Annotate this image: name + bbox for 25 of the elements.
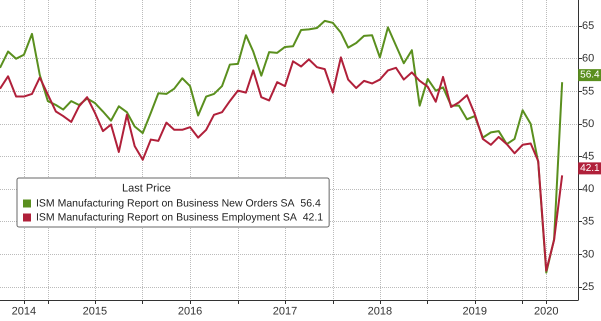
y-tick-label: 35 [582, 216, 594, 228]
legend-label: ISM Manufacturing Report on Business Employment SA [36, 212, 297, 224]
x-tick-label: 2017 [272, 306, 298, 318]
x-tick-label: 2019 [462, 306, 488, 318]
y-tick-label: 45 [582, 150, 594, 163]
y-tick-label: 60 [582, 52, 594, 65]
x-tick-label: 2015 [82, 306, 108, 318]
text: 56.4 [300, 198, 321, 210]
legend-label: ISM Manufacturing Report on Business New Orders SA [36, 198, 295, 210]
x-tick-label: 2014 [12, 306, 36, 318]
y-tick-label: 30 [582, 248, 594, 260]
line-series [0, 20, 564, 274]
x-tick-label: 2016 [178, 306, 202, 318]
data-label: 42.1 [580, 162, 600, 174]
text: 42.1 [302, 212, 324, 224]
legend-title: Last Price [122, 182, 171, 194]
x-tick-label: 2018 [368, 306, 392, 318]
y-tick-label: 65 [582, 20, 594, 32]
x-tick-label: 2020 [534, 306, 559, 318]
y-tick-label: 50 [582, 118, 594, 130]
line-series [0, 56, 564, 272]
data-label: 56.4 [580, 70, 600, 81]
y-tick-label: 55 [582, 85, 594, 98]
y-tick-label: 40 [582, 183, 594, 196]
y-tick-label: 25 [582, 280, 594, 293]
